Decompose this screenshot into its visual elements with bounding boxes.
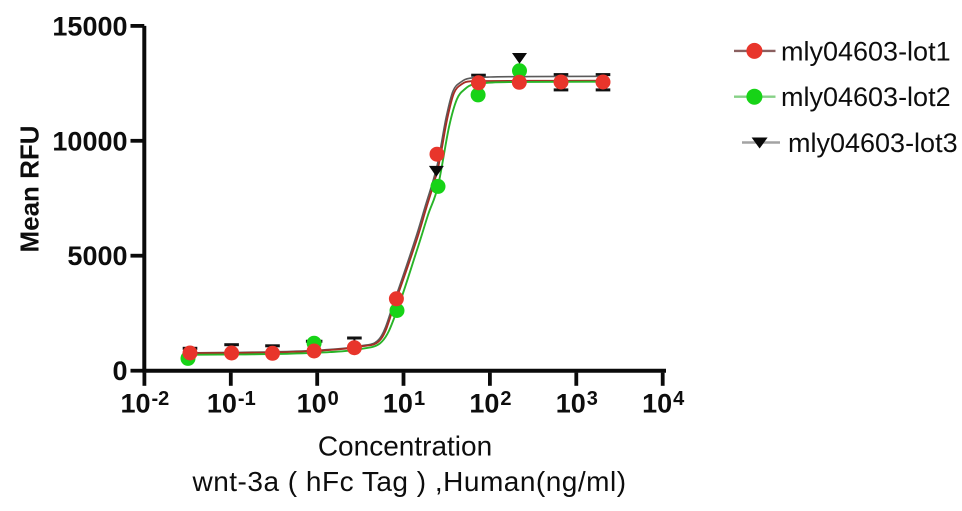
svg-text:5000: 5000: [67, 241, 127, 271]
svg-text:0: 0: [112, 356, 127, 386]
svg-text:wnt-3a ( hFc Tag ) ,Human(ng/m: wnt-3a ( hFc Tag ) ,Human(ng/ml): [191, 466, 626, 497]
svg-text:15000: 15000: [52, 11, 127, 41]
svg-text:mly04603-lot1: mly04603-lot1: [781, 36, 951, 66]
svg-text:10000: 10000: [52, 126, 127, 156]
svg-text:Concentration: Concentration: [318, 431, 492, 462]
svg-text:10-2: 10-2: [120, 388, 169, 419]
svg-text:Mean RFU: Mean RFU: [14, 125, 44, 252]
svg-text:mly04603-lot3: mly04603-lot3: [788, 128, 958, 158]
svg-text:mly04603-lot2: mly04603-lot2: [781, 82, 951, 112]
